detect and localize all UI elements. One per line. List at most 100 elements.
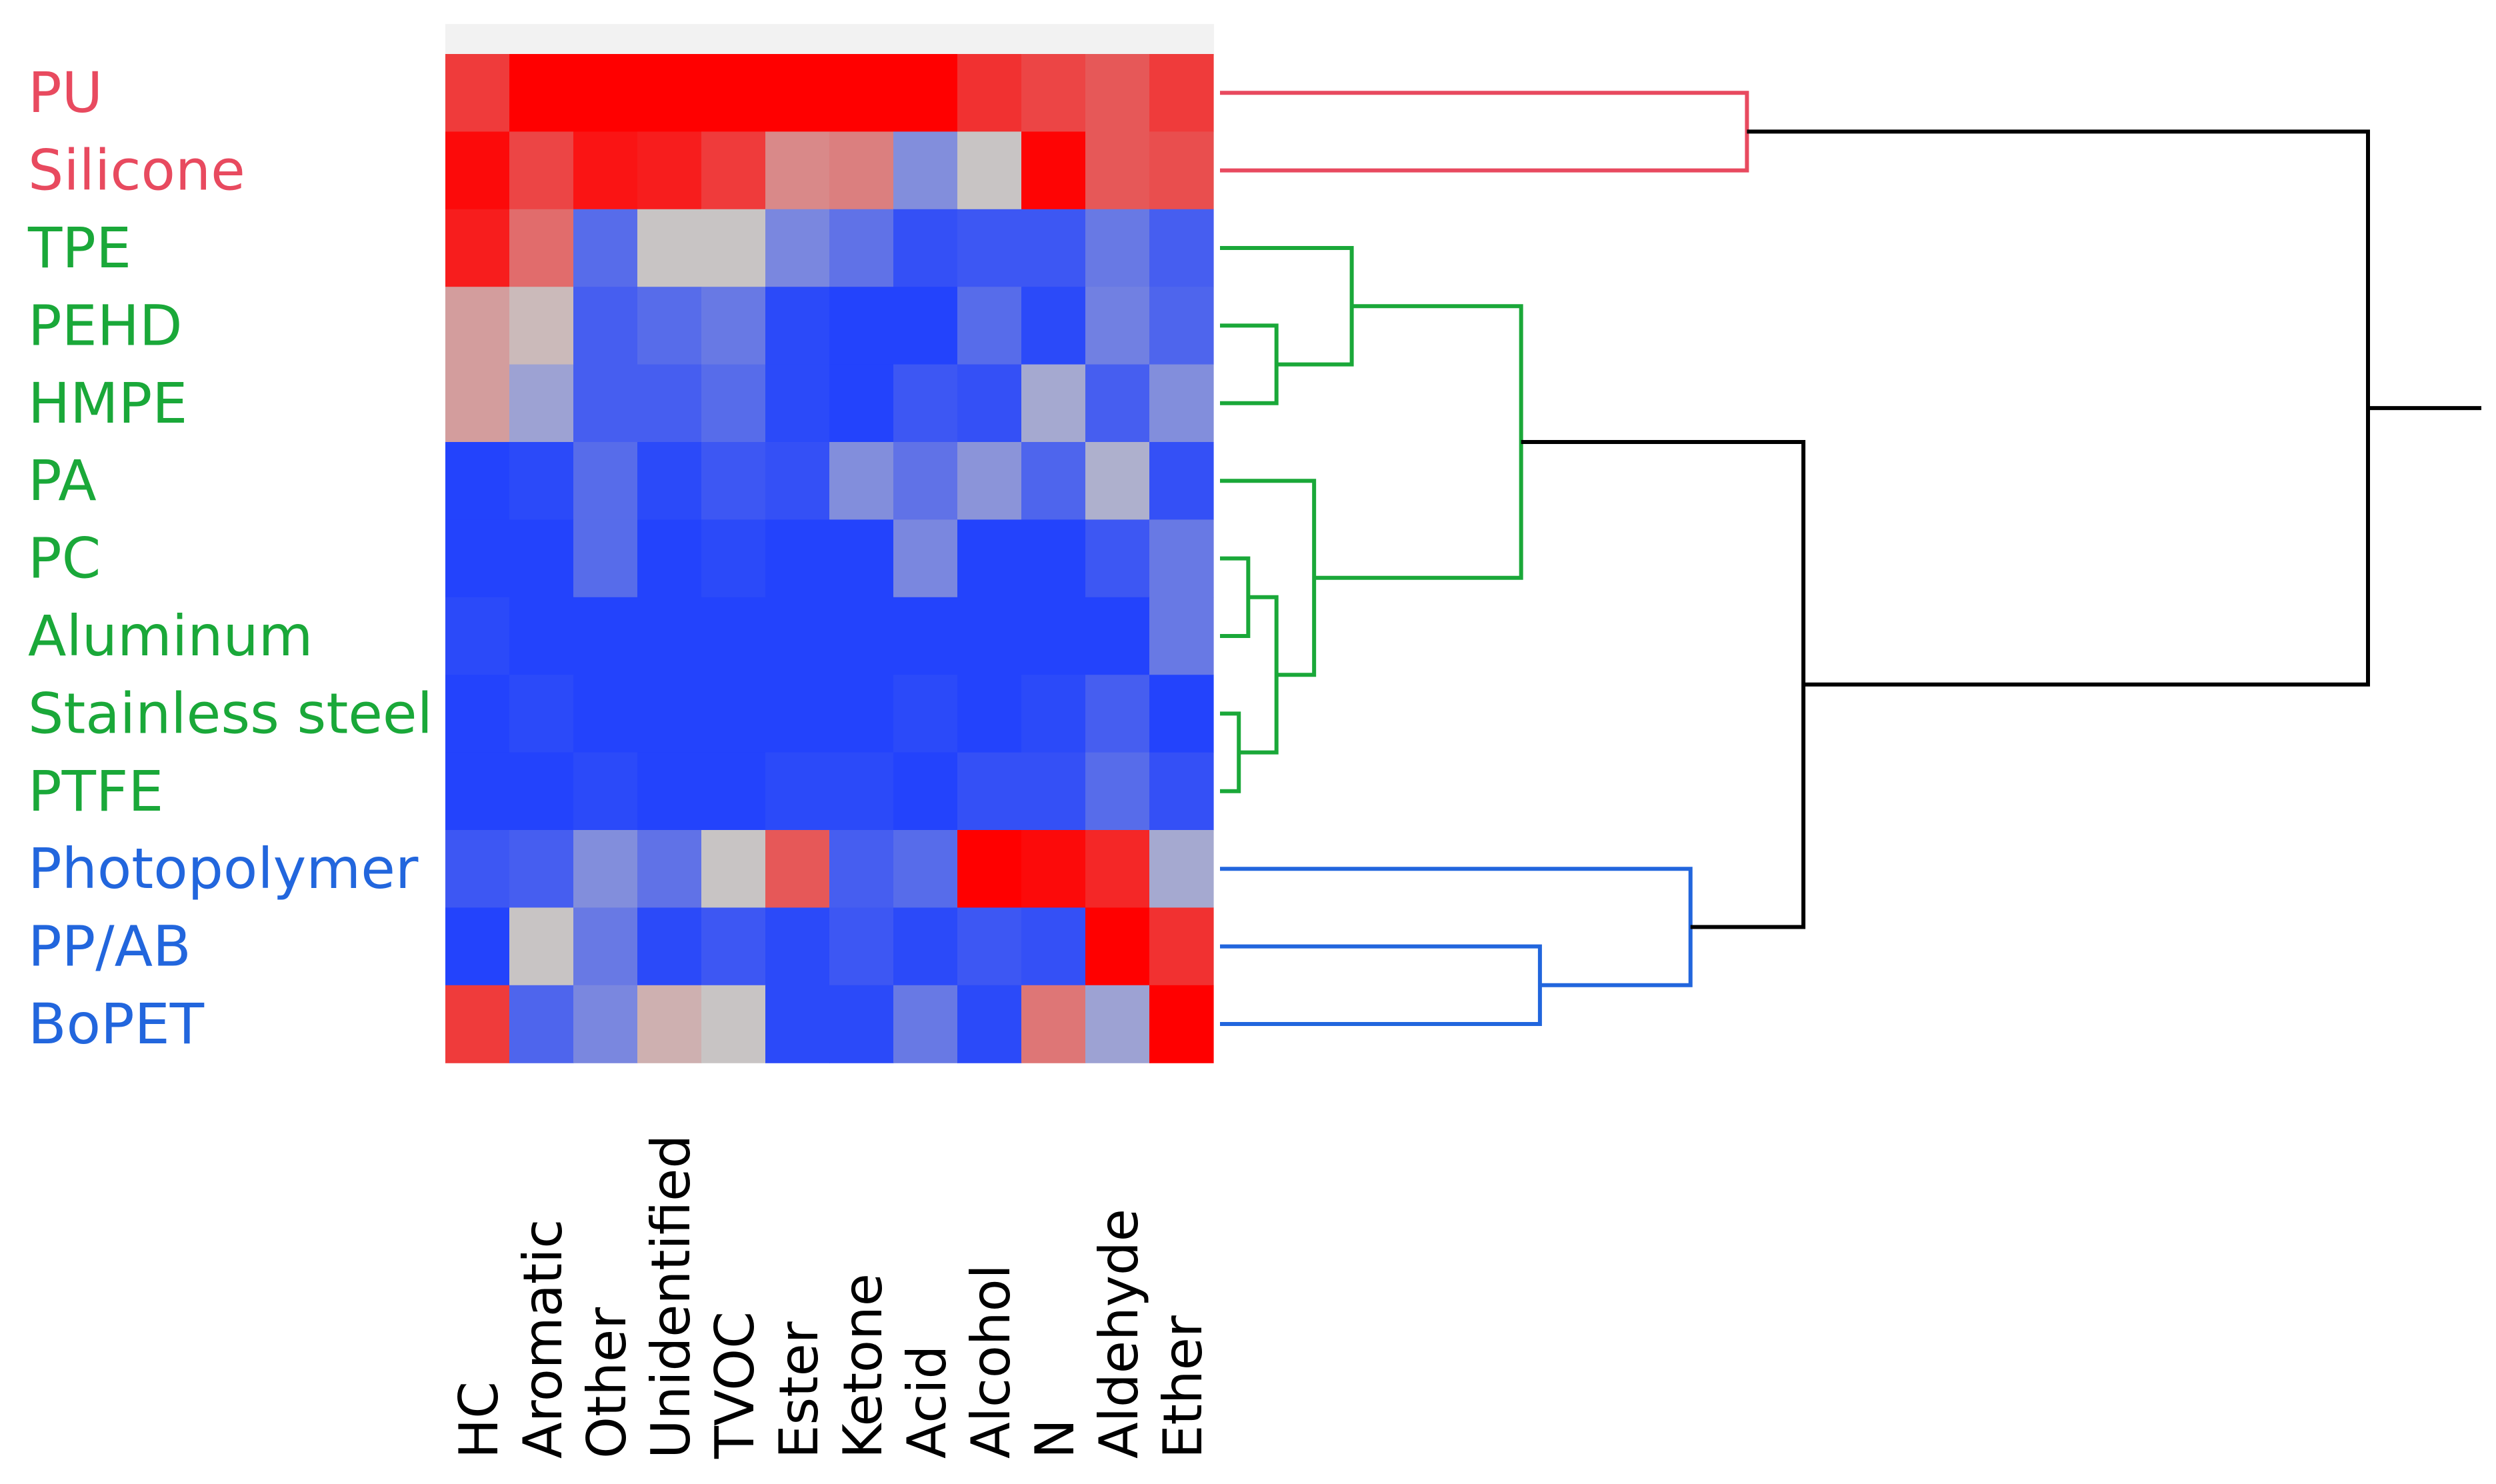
heatmap-cell-pc-ester	[765, 519, 830, 598]
column-label-aromatic: Aromatic	[512, 1219, 574, 1459]
heatmap-cell-hmpe-alcohol	[957, 364, 1022, 443]
heatmap-cell-pa-alcohol	[957, 442, 1022, 520]
heatmap-cell-pa-unidentified	[637, 442, 702, 520]
column-labels: HC Aromatic Other Unidentified TVOC Ester Keto…	[448, 1135, 1214, 1459]
heatmap-cell-ptfe-ester	[765, 752, 830, 831]
heatmap-cell-hmpe-ester	[765, 364, 830, 443]
heatmap-cell-hmpe-acid	[893, 364, 958, 443]
heatmap-cell-pp-ab-aldehyde	[1085, 907, 1150, 986]
row-label-pp-ab: PP/AB	[28, 914, 191, 979]
heatmap-cell-stainless-steel-alcohol	[957, 675, 1022, 753]
heatmap-cell-pp-ab-alcohol	[957, 907, 1022, 986]
heatmap-cell-pehd-acid	[893, 287, 958, 365]
heatmap-cell-pc-other	[573, 519, 638, 598]
heatmap-cell-hmpe-unidentified	[637, 364, 702, 443]
heatmap-cell-stainless-steel-ketone	[829, 675, 894, 753]
heatmap-cell-hmpe-n	[1021, 364, 1086, 443]
heatmap-top-margin	[445, 24, 1214, 56]
heatmap-cell-tpe-aldehyde	[1085, 209, 1150, 287]
heatmap-cell-pehd-n	[1021, 287, 1086, 365]
heatmap-cell-aluminum-aldehyde	[1085, 597, 1150, 675]
heatmap-cell-silicone-n	[1021, 131, 1086, 210]
heatmap-cell-pehd-other	[573, 287, 638, 365]
heatmap-cell-hmpe-ether	[1149, 364, 1214, 443]
heatmap-cell-ptfe-acid	[893, 752, 958, 831]
heatmap-cell-stainless-steel-other	[573, 675, 638, 753]
row-label-pa: PA	[28, 448, 97, 513]
column-label-acid: Acid	[896, 1345, 958, 1459]
heatmap-cell-photopolymer-aldehyde	[1085, 830, 1150, 908]
heatmap-cell-aluminum-acid	[893, 597, 958, 675]
heatmap-cell-silicone-aldehyde	[1085, 131, 1150, 210]
heatmap-cell-bopet-aldehyde	[1085, 985, 1150, 1063]
heatmap-cell-bopet-alcohol	[957, 985, 1022, 1063]
heatmap-cell-pc-aromatic	[509, 519, 574, 598]
heatmap-cell-pp-ab-other	[573, 907, 638, 986]
heatmap-cell-pa-hc	[445, 442, 510, 520]
heatmap-cell-silicone-hc	[445, 131, 510, 210]
row-label-tpe: TPE	[27, 215, 131, 281]
heatmap-cell-ptfe-aldehyde	[1085, 752, 1150, 831]
heatmap-cell-pehd-aldehyde	[1085, 287, 1150, 365]
heatmap-cell-pa-acid	[893, 442, 958, 520]
heatmap-cell-pu-hc	[445, 54, 510, 132]
heatmap-cell-silicone-acid	[893, 131, 958, 210]
heatmap-cell-silicone-tvoc	[701, 131, 766, 210]
heatmap-cell-stainless-steel-ether	[1149, 675, 1214, 753]
row-label-stainless-steel: Stainless steel	[28, 681, 433, 746]
column-label-unidentified: Unidentified	[640, 1135, 702, 1459]
row-dendrogram	[1220, 91, 2481, 1026]
heatmap-cell-bopet-hc	[445, 985, 510, 1063]
heatmap-cell-stainless-steel-acid	[893, 675, 958, 753]
heatmap-cell-aluminum-ketone	[829, 597, 894, 675]
heatmap-cell-aluminum-ether	[1149, 597, 1214, 675]
heatmap-cell-stainless-steel-ester	[765, 675, 830, 753]
heatmap-cell-hmpe-ketone	[829, 364, 894, 443]
column-label-ether: Ether	[1152, 1315, 1214, 1459]
heatmap-cell-pp-ab-unidentified	[637, 907, 702, 986]
heatmap-cell-pc-n	[1021, 519, 1086, 598]
heatmap-cell-bopet-aromatic	[509, 985, 574, 1063]
heatmap-cell-photopolymer-tvoc	[701, 830, 766, 908]
heatmap-cell-tpe-alcohol	[957, 209, 1022, 287]
row-label-aluminum: Aluminum	[28, 603, 313, 669]
heatmap-cell-pehd-ketone	[829, 287, 894, 365]
heatmap-cell-photopolymer-ketone	[829, 830, 894, 908]
heatmap-cell-photopolymer-other	[573, 830, 638, 908]
row-label-bopet: BoPET	[28, 991, 205, 1057]
heatmap-cell-stainless-steel-aldehyde	[1085, 675, 1150, 753]
heatmap-cell-bopet-n	[1021, 985, 1086, 1063]
heatmap-cell-stainless-steel-unidentified	[637, 675, 702, 753]
column-label-aldehyde: Aldehyde	[1088, 1209, 1150, 1459]
row-label-ptfe: PTFE	[28, 759, 163, 824]
heatmap-cell-pu-tvoc	[701, 54, 766, 132]
heatmap-cell-bopet-ether	[1149, 985, 1214, 1063]
heatmap-cell-pu-alcohol	[957, 54, 1022, 132]
heatmap-cell-pc-alcohol	[957, 519, 1022, 598]
heatmap-cell-hmpe-hc	[445, 364, 510, 443]
heatmap-cell-pehd-ether	[1149, 287, 1214, 365]
column-label-n: N	[1024, 1419, 1086, 1459]
column-label-tvoc: TVOC	[704, 1311, 766, 1459]
heatmap-cell-pp-ab-ether	[1149, 907, 1214, 986]
heatmap-cell-pp-ab-acid	[893, 907, 958, 986]
heatmap-cell-bopet-acid	[893, 985, 958, 1063]
heatmap-cell-bopet-ketone	[829, 985, 894, 1063]
heatmap-cell-silicone-aromatic	[509, 131, 574, 210]
heatmap-cell-tpe-acid	[893, 209, 958, 287]
heatmap-cell-ptfe-n	[1021, 752, 1086, 831]
heatmap-cell-pp-ab-ketone	[829, 907, 894, 986]
heatmap-cell-ptfe-other	[573, 752, 638, 831]
heatmap-cell-pa-ether	[1149, 442, 1214, 520]
heatmap-cell-pehd-alcohol	[957, 287, 1022, 365]
heatmap-cell-pehd-aromatic	[509, 287, 574, 365]
heatmap-cell-photopolymer-aromatic	[509, 830, 574, 908]
heatmap-cell-pehd-unidentified	[637, 287, 702, 365]
heatmap-cell-aluminum-alcohol	[957, 597, 1022, 675]
heatmap-cell-photopolymer-ether	[1149, 830, 1214, 908]
heatmap-cell-pu-aldehyde	[1085, 54, 1150, 132]
column-label-other: Other	[576, 1307, 638, 1459]
heatmap-cell-pp-ab-hc	[445, 907, 510, 986]
heatmap-cell-silicone-ketone	[829, 131, 894, 210]
heatmap-cell-silicone-ether	[1149, 131, 1214, 210]
